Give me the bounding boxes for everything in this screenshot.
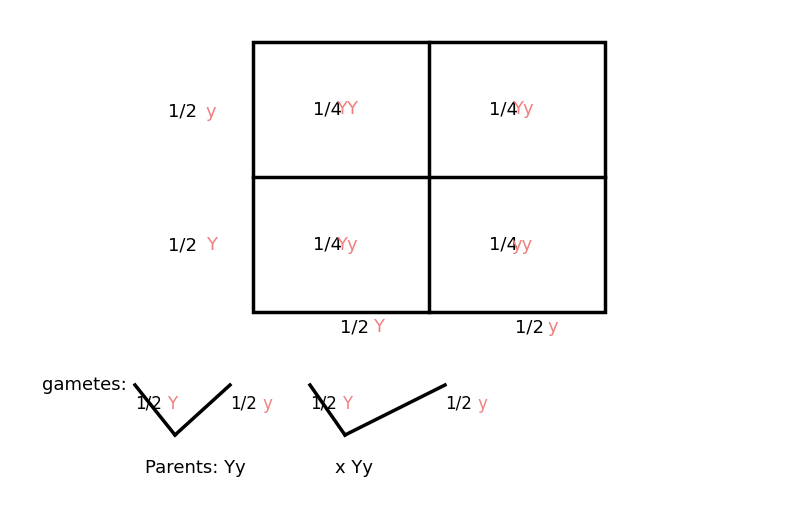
Text: 1/4: 1/4: [313, 235, 342, 253]
Text: gametes:: gametes:: [42, 376, 126, 394]
Text: 1/4: 1/4: [489, 235, 518, 253]
Text: 1/2: 1/2: [168, 236, 197, 254]
Text: 1/2: 1/2: [310, 395, 337, 413]
Text: 1/2: 1/2: [515, 318, 544, 336]
Text: 1/2: 1/2: [340, 318, 369, 336]
Text: y: y: [262, 395, 272, 413]
Text: y: y: [477, 395, 487, 413]
Text: y: y: [206, 103, 217, 121]
Text: Yy: Yy: [336, 235, 358, 253]
Text: Y: Y: [373, 318, 384, 336]
Text: 1/2: 1/2: [230, 395, 257, 413]
Text: Parents: Yy: Parents: Yy: [145, 459, 246, 477]
Text: 1/2: 1/2: [168, 103, 197, 121]
Text: Yy: Yy: [512, 101, 534, 119]
Text: 1/4: 1/4: [489, 101, 518, 119]
Text: 1/2: 1/2: [445, 395, 472, 413]
Text: Y: Y: [342, 395, 352, 413]
Text: 1/2: 1/2: [135, 395, 162, 413]
Text: yy: yy: [512, 235, 534, 253]
Text: 1/4: 1/4: [313, 101, 342, 119]
Text: Y: Y: [206, 236, 217, 254]
Bar: [253, 42, 605, 312]
Text: YY: YY: [336, 101, 358, 119]
Text: Y: Y: [167, 395, 177, 413]
Text: x Yy: x Yy: [335, 459, 373, 477]
Text: y: y: [548, 318, 558, 336]
